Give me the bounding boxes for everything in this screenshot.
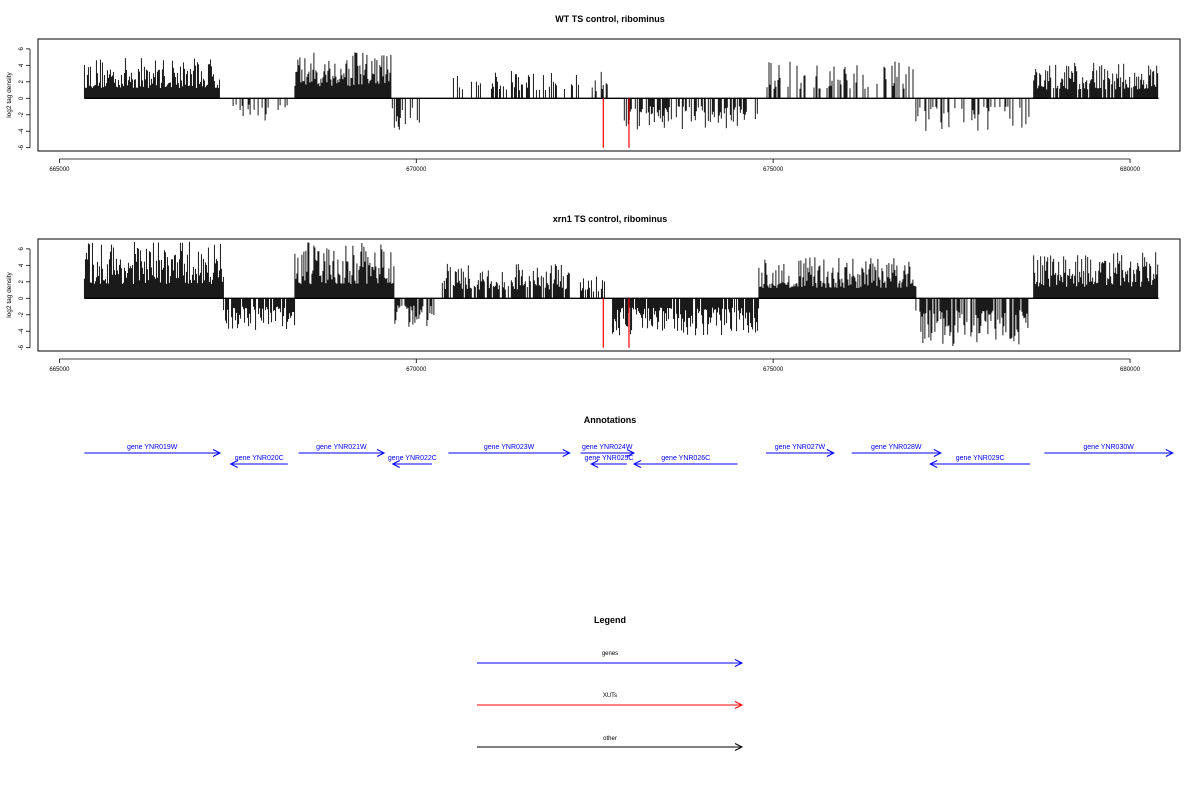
xrn1-track-title: xrn1 TS control, ribominus <box>553 214 668 224</box>
gene-arrowhead <box>1165 449 1174 457</box>
gene-label: gene YNR026C <box>661 455 710 462</box>
legend-panel: Legend genes XUTs other <box>477 615 744 751</box>
gene-arrowhead <box>229 460 238 468</box>
gene-arrowhead <box>212 449 222 457</box>
signal-bars-segment <box>232 98 288 121</box>
gene-arrowhead <box>562 449 571 457</box>
gene-arrowhead <box>590 460 599 468</box>
gene-label: gene YNR023W <box>484 444 535 451</box>
gene-label: gene YNR021W <box>316 444 367 451</box>
gene-arrowhead <box>929 460 938 468</box>
x-tick-label: 670000 <box>406 367 427 373</box>
signal-bars-segment <box>452 71 579 99</box>
signal-bars-segment <box>758 257 917 299</box>
annotations-title: Annotations <box>584 415 637 425</box>
signal-bars-segment <box>83 241 224 299</box>
gene-label: gene YNR020C <box>235 455 284 462</box>
signal-bars-segment <box>915 298 1029 346</box>
gene-arrowhead <box>376 449 386 457</box>
signal-bars-segment <box>294 242 395 299</box>
gene-arrowhead <box>933 449 943 457</box>
y-tick-label: 6 <box>19 47 25 51</box>
x-tick-label: 680000 <box>1120 167 1141 173</box>
signal-bars-segment <box>1033 62 1159 99</box>
y-tick-label: 0 <box>19 296 25 300</box>
xrn1-y-axis-label: log2 tag density <box>6 271 13 317</box>
x-tick-label: 675000 <box>763 367 784 373</box>
gene-arrowhead <box>391 460 400 468</box>
legend-label-genes: genes <box>602 651 618 657</box>
legend-arrowhead <box>734 701 744 709</box>
signal-bars-segment <box>591 71 608 99</box>
y-tick-label: 2 <box>19 79 25 83</box>
gene-label: gene YNR029C <box>956 455 1005 462</box>
signal-bars-segment <box>83 58 220 99</box>
y-tick-label: 6 <box>19 247 25 251</box>
gene-label: gene YNR019W <box>127 444 178 451</box>
xrn1-plot-frame <box>37 238 1181 352</box>
x-tick-label: 665000 <box>49 167 70 173</box>
y-tick-label: 4 <box>19 63 25 67</box>
legend-arrowhead <box>734 743 744 751</box>
y-tick-label: -4 <box>19 128 25 134</box>
signal-bars-segment <box>394 298 435 327</box>
x-tick-label: 675000 <box>763 167 784 173</box>
signal-bars-segment <box>391 98 420 130</box>
legend-label-other: other <box>603 736 617 742</box>
x-tick-label: 665000 <box>49 367 70 373</box>
legend-label-xuts: XUTs <box>603 693 617 699</box>
signal-bars-segment <box>294 52 392 99</box>
gene-arrowhead <box>626 449 636 457</box>
signal-bars-segment <box>223 298 296 330</box>
y-tick-label: -2 <box>19 311 25 317</box>
signal-bars-segment <box>612 298 760 336</box>
wt-track-title: WT TS control, ribominus <box>555 14 665 24</box>
signal-bars-segment <box>1033 252 1159 299</box>
gene-label: gene YNR030W <box>1083 444 1134 451</box>
wt-track-panel: WT TS control, ribominus log2 tag densit… <box>6 14 1181 173</box>
wt-plot-frame <box>37 38 1181 152</box>
legend-arrowhead <box>734 659 744 667</box>
gene-label: gene YNR027W <box>775 444 826 451</box>
gene-label: gene YNR025C <box>585 455 634 462</box>
gene-label: gene YNR028W <box>871 444 922 451</box>
y-tick-label: 4 <box>19 263 25 267</box>
y-tick-label: -6 <box>19 344 25 350</box>
y-tick-label: 2 <box>19 279 25 283</box>
gene-arrowhead <box>632 460 642 468</box>
gene-arrowhead <box>826 449 835 457</box>
y-tick-label: -4 <box>19 328 25 334</box>
signal-bars-segment <box>441 263 570 299</box>
x-tick-label: 680000 <box>1120 367 1141 373</box>
gene-label: gene YNR022C <box>388 455 437 462</box>
signal-bars-segment <box>623 98 758 130</box>
legend-title: Legend <box>594 615 626 625</box>
gene-label: gene YNR024W <box>582 444 633 451</box>
signal-bars-segment <box>579 276 605 299</box>
x-tick-label: 670000 <box>406 167 427 173</box>
wt-y-axis-label: log2 tag density <box>6 71 13 117</box>
y-tick-label: 0 <box>19 96 25 100</box>
signal-bars-segment <box>915 98 1030 131</box>
y-tick-label: -6 <box>19 144 25 150</box>
y-tick-label: -2 <box>19 111 25 117</box>
annotations-panel: Annotations gene YNR019W gene YNR020C gene… <box>84 415 1174 468</box>
xrn1-track-panel: xrn1 TS control, ribominus log2 tag dens… <box>6 214 1181 373</box>
signal-bars-segment <box>766 61 914 99</box>
